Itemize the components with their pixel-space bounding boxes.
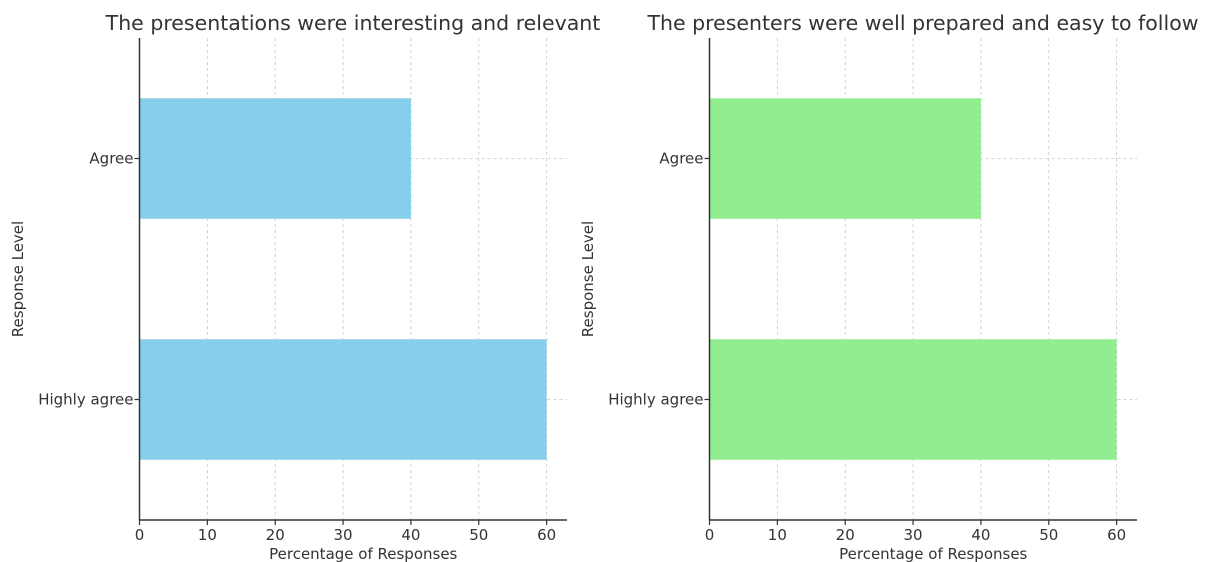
chart-panel-1: 0 10 20 30 40 50 60 Agree Highly agree The presen… <box>9 11 600 562</box>
bar-highly-agree <box>139 339 547 460</box>
x-tick-label: 40 <box>971 526 990 544</box>
x-tick-label: 40 <box>401 526 420 544</box>
chart-title: The presentations were interesting and r… <box>105 11 601 35</box>
x-axis-label: Percentage of Responses <box>839 545 1027 562</box>
y-category-label: Highly agree <box>608 391 703 409</box>
x-axis-label: Percentage of Responses <box>269 545 457 562</box>
y-category-label: Agree <box>659 150 703 168</box>
x-tick-label: 10 <box>198 526 217 544</box>
x-tick-label: 20 <box>836 526 855 544</box>
y-axis-label: Response Level <box>9 221 27 337</box>
x-tick-label: 60 <box>537 526 556 544</box>
chart-panel-2: 0 10 20 30 40 50 60 Agree Highly agree The presen… <box>579 11 1199 562</box>
x-tick-label: 60 <box>1107 526 1126 544</box>
y-category-label: Highly agree <box>38 391 133 409</box>
x-tick-label: 0 <box>135 526 145 544</box>
x-tick-label: 20 <box>266 526 285 544</box>
x-tick-label: 30 <box>334 526 353 544</box>
y-axis-label: Response Level <box>579 221 597 337</box>
x-tick-label: 50 <box>1039 526 1058 544</box>
x-tick-label: 30 <box>904 526 923 544</box>
x-tick-label: 50 <box>469 526 488 544</box>
bar-agree <box>139 98 411 219</box>
bar-highly-agree <box>709 339 1117 460</box>
x-tick-label: 0 <box>705 526 715 544</box>
chart-title: The presenters were well prepared and ea… <box>646 11 1198 35</box>
bar-agree <box>709 98 981 219</box>
x-tick-label: 10 <box>768 526 787 544</box>
y-category-label: Agree <box>89 150 133 168</box>
